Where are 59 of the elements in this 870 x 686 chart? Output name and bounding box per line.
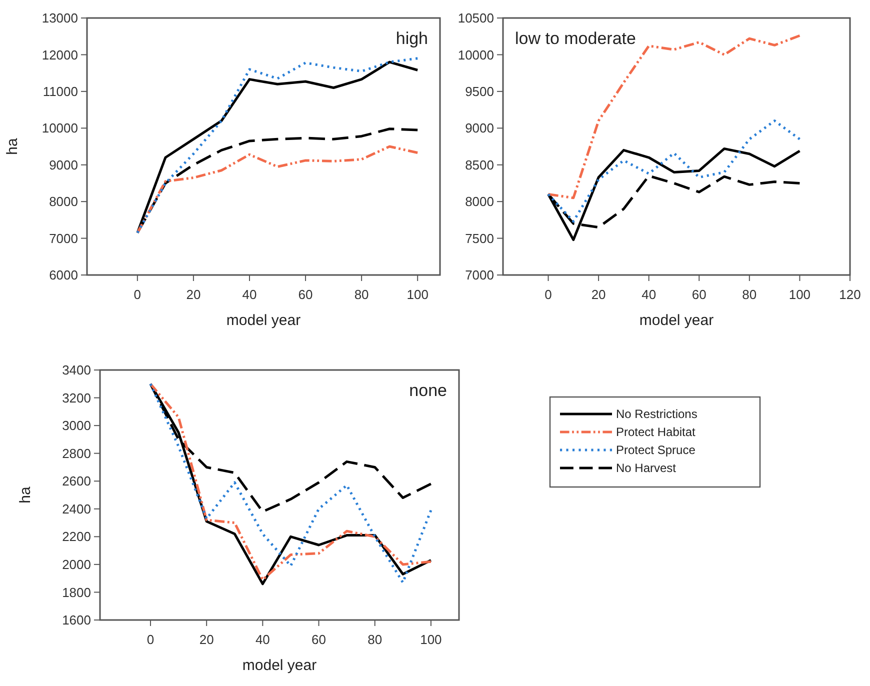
x-tick-label: 60 (312, 632, 326, 647)
y-tick-label: 6000 (49, 268, 78, 283)
y-tick-label: 2000 (62, 556, 91, 572)
y-tick-label: 2600 (62, 474, 91, 489)
y-tick-label: 13000 (42, 10, 78, 26)
y-tick-label: 8500 (465, 157, 494, 172)
x-tick-label: 100 (420, 632, 442, 647)
x-tick-label: 0 (544, 287, 552, 302)
line-series (547, 120, 801, 223)
legend-label: Protect Spruce (616, 443, 696, 458)
x-axis-title: model year (226, 312, 301, 329)
x-tick-label: 20 (199, 632, 214, 647)
y-axis-title: ha (17, 486, 34, 504)
y-tick-label: 2200 (62, 529, 91, 544)
legend-label: No Restrictions (616, 407, 698, 422)
x-tick-label: 40 (255, 632, 270, 647)
y-tick-label: 2800 (62, 446, 91, 461)
x-tick-label: 40 (242, 287, 257, 302)
x-tick-label: 20 (186, 287, 201, 302)
y-tick-label: 10000 (42, 120, 78, 136)
y-tick-label: 7000 (49, 230, 78, 246)
y-tick-label: 8000 (465, 194, 494, 210)
x-tick-label: 40 (642, 287, 656, 302)
x-tick-label: 0 (146, 632, 154, 647)
y-tick-label: 10500 (458, 10, 494, 26)
x-tick-label: 20 (591, 287, 606, 302)
annotation: high (396, 29, 428, 48)
y-tick-label: 11000 (42, 84, 78, 99)
y-tick-label: 3000 (62, 418, 91, 434)
x-tick-label: 100 (406, 287, 428, 302)
y-tick-label: 12000 (42, 47, 78, 62)
y-tick-label: 9000 (465, 120, 494, 136)
x-tick-label: 120 (839, 287, 861, 302)
line-series (136, 145, 419, 234)
y-tick-label: 3200 (62, 390, 91, 406)
y-tick-label: 2400 (62, 501, 91, 516)
x-tick-label: 80 (354, 287, 369, 302)
y-tick-label: 1600 (62, 612, 91, 628)
y-tick-label: 1800 (62, 584, 91, 600)
x-tick-label: 60 (692, 287, 706, 302)
x-tick-label: 100 (788, 287, 811, 302)
annotation: none (409, 381, 447, 400)
y-tick-label: 7000 (465, 268, 494, 283)
legend-label: Protect Habitat (616, 425, 696, 440)
y-tick-label: 9500 (465, 84, 494, 99)
x-tick-label: 0 (134, 287, 142, 302)
y-tick-label: 10000 (458, 47, 494, 62)
x-axis-title: model year (242, 657, 317, 674)
y-tick-label: 3400 (62, 362, 91, 378)
legend-label: No Harvest (616, 461, 677, 476)
x-tick-label: 80 (368, 632, 382, 647)
y-tick-label: 8000 (49, 194, 78, 210)
x-axis-title: model year (639, 312, 714, 329)
y-tick-label: 7500 (465, 230, 494, 246)
annotation: low to moderate (515, 29, 636, 48)
y-axis-title: ha (4, 138, 21, 155)
y-tick-label: 9000 (49, 157, 78, 172)
x-tick-label: 60 (298, 287, 313, 302)
x-tick-label: 80 (742, 287, 757, 302)
